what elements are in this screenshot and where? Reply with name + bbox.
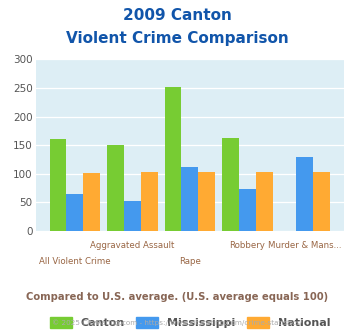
Bar [222,138,239,231]
Bar [239,189,256,231]
Text: 2009 Canton: 2009 Canton [123,8,232,23]
Text: Rape: Rape [179,257,201,266]
Text: Violent Crime Comparison: Violent Crime Comparison [66,31,289,46]
Text: All Violent Crime: All Violent Crime [39,257,111,266]
Text: Aggravated Assault: Aggravated Assault [90,241,175,250]
Bar [198,172,215,231]
Bar [296,157,313,231]
Text: Robbery: Robbery [229,241,266,250]
Text: Murder & Mans...: Murder & Mans... [268,241,342,250]
Bar [50,140,66,231]
Bar [181,167,198,231]
Bar [165,87,181,231]
Bar [313,172,330,231]
Bar [141,172,158,231]
Text: © 2025 CityRating.com - https://www.cityrating.com/crime-statistics/: © 2025 CityRating.com - https://www.city… [53,319,302,326]
Bar [256,172,273,231]
Bar [124,201,141,231]
Bar [66,194,83,231]
Text: Compared to U.S. average. (U.S. average equals 100): Compared to U.S. average. (U.S. average … [26,292,329,302]
Bar [107,145,124,231]
Bar [83,173,100,231]
Legend: Canton, Mississippi, National: Canton, Mississippi, National [45,312,335,330]
